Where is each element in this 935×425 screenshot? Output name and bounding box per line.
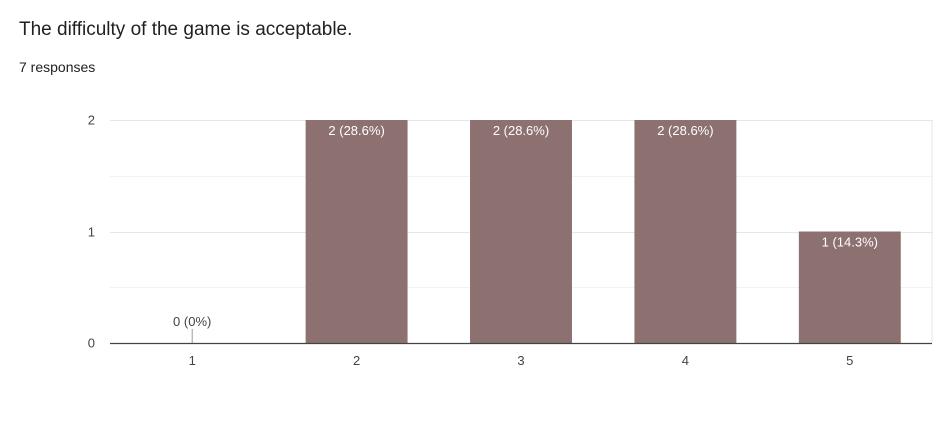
bar-data-label: 2 (28.6%) xyxy=(493,123,549,138)
response-count: 7 responses xyxy=(19,59,96,75)
question-title: The difficulty of the game is acceptable… xyxy=(19,19,353,40)
bar xyxy=(798,231,901,343)
y-tick-label: 0 xyxy=(88,336,95,351)
bar-data-label: 2 (28.6%) xyxy=(328,123,384,138)
bar xyxy=(470,120,572,343)
bar-data-label: 2 (28.6%) xyxy=(657,123,713,138)
x-tick-label: 1 xyxy=(189,353,196,368)
y-tick-label: 2 xyxy=(88,113,95,128)
x-tick-label: 3 xyxy=(517,353,524,368)
x-tick-label: 5 xyxy=(846,353,853,368)
bar-data-label: 0 (0%) xyxy=(173,314,211,329)
x-tick-label: 2 xyxy=(353,353,360,368)
bar xyxy=(634,120,737,343)
bar-data-label: 1 (14.3%) xyxy=(822,235,878,250)
x-tick-label: 4 xyxy=(682,353,689,368)
y-tick-label: 1 xyxy=(88,225,95,240)
bar xyxy=(305,120,408,343)
